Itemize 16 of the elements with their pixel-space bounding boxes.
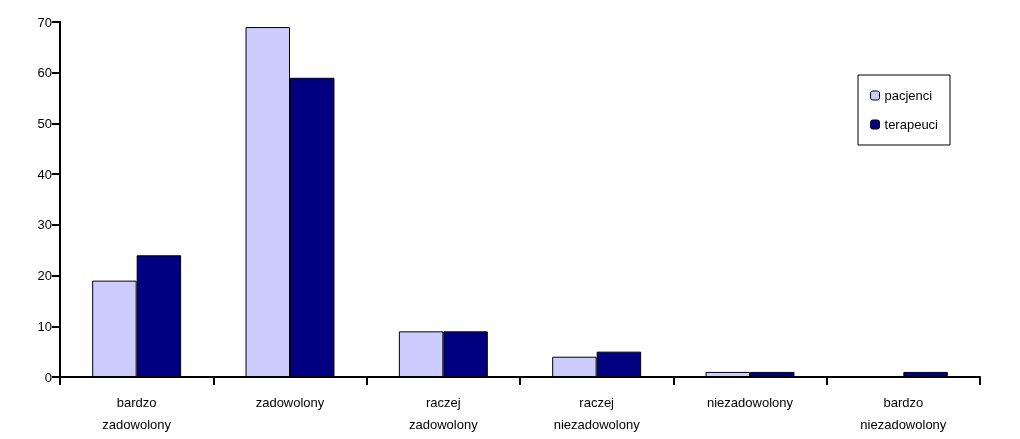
x-tick-label: raczej zadowolony xyxy=(409,394,479,432)
legend-label: terapeuci xyxy=(884,117,939,132)
x-tick-label: zadowolony xyxy=(255,394,325,410)
y-tick-label: 20 xyxy=(37,268,52,284)
x-tick-label: raczej niezadowolony xyxy=(553,394,641,432)
y-tick-label: 40 xyxy=(37,166,52,182)
legend-label: pacjenci xyxy=(884,88,933,103)
x-tick-label: bardzo niezadowolony xyxy=(860,394,947,432)
y-tick-label: 0 xyxy=(44,369,52,385)
y-tick-label: 60 xyxy=(37,65,52,81)
y-tick-label: 50 xyxy=(37,115,52,131)
y-tick-label: 70 xyxy=(37,14,52,30)
x-tick-label: bardzo zadowolony xyxy=(102,394,172,432)
y-tick-label: 30 xyxy=(37,217,52,233)
y-tick-label: 10 xyxy=(37,318,52,334)
x-tick-label: niezadowolony xyxy=(706,394,794,410)
